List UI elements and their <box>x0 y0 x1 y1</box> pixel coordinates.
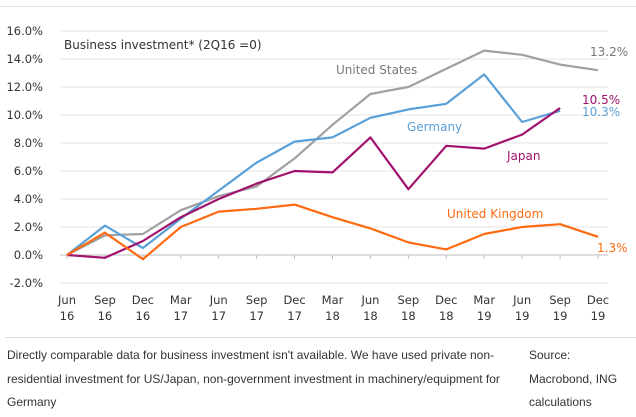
y-tick-label: -2.0% <box>10 276 43 290</box>
series-label-united-states: United States <box>336 63 417 77</box>
end-label-united-states: 13.2% <box>590 45 628 59</box>
end-label-united-kingdom: 1.3% <box>597 241 628 255</box>
x-tick-label: Dec <box>132 293 154 307</box>
y-tick-label: 14.0% <box>6 52 43 66</box>
x-tick-label: Sep <box>246 293 268 307</box>
y-tick-label: 8.0% <box>14 136 43 150</box>
series-line-united-states <box>66 49 599 256</box>
y-tick-label: 10.0% <box>6 108 43 122</box>
y-tick-label: 12.0% <box>6 80 43 94</box>
x-tick-label: Jun <box>57 293 76 307</box>
x-axis: Jun 16 Sep 16 Dec 16 Mar 17 Jun 17 Sep 17 Dec 17 Mar 18… <box>57 255 609 323</box>
x-tick-label: Jun <box>360 293 379 307</box>
gridlines <box>60 30 608 284</box>
x-tick-label: Dec <box>435 293 457 307</box>
series-lines <box>66 49 599 261</box>
x-tick-label: Jun <box>512 293 531 307</box>
end-label-japan: 10.5% <box>582 93 620 107</box>
y-axis: 16.0% 14.0% 12.0% 10.0% 8.0% 6.0% 4.0% 2.0% 0.0%… <box>6 24 43 290</box>
top-divider <box>0 6 636 7</box>
y-tick-label: 4.0% <box>14 192 43 206</box>
x-tick-label: Jun <box>209 293 228 307</box>
x-tick-label: Sep <box>94 293 116 307</box>
source-note: Source: Macrobond, ING calculations <box>529 348 618 409</box>
x-tick-label: 19 <box>553 309 568 323</box>
x-tick-label: 17 <box>211 309 226 323</box>
x-tick-label: Mar <box>170 293 192 307</box>
chart-title: Business investment* (2Q16 =0) <box>64 38 262 52</box>
line-chart: 16.0% 14.0% 12.0% 10.0% 8.0% 6.0% 4.0% 2.0% 0.0%… <box>6 24 628 323</box>
x-tick-label: 16 <box>98 309 113 323</box>
x-tick-label: 18 <box>363 309 378 323</box>
x-tick-label: 17 <box>173 309 188 323</box>
series-line-germany <box>66 73 561 256</box>
series-line-japan <box>66 107 561 259</box>
y-tick-label: 16.0% <box>6 24 43 38</box>
x-tick-label: Sep <box>398 293 420 307</box>
x-tick-label: Dec <box>587 293 609 307</box>
x-tick-label: Mar <box>322 293 344 307</box>
series-label-japan: Japan <box>506 149 540 163</box>
x-tick-label: Sep <box>549 293 571 307</box>
y-tick-label: 0.0% <box>14 248 43 262</box>
y-tick-label: 2.0% <box>14 220 43 234</box>
footer-divider <box>5 337 636 338</box>
x-tick-label: 18 <box>401 309 416 323</box>
x-tick-label: 19 <box>477 309 492 323</box>
x-tick-label: 17 <box>249 309 264 323</box>
end-label-germany: 10.3% <box>582 105 620 119</box>
x-tick-label: 17 <box>287 309 302 323</box>
x-tick-label: 18 <box>439 309 454 323</box>
x-tick-label: 19 <box>591 309 606 323</box>
x-tick-label: Mar <box>473 293 495 307</box>
x-tick-label: Dec <box>283 293 305 307</box>
series-label-germany: Germany <box>407 120 462 134</box>
y-tick-label: 6.0% <box>14 164 43 178</box>
series-label-united-kingdom: United Kingdom <box>447 207 543 221</box>
x-tick-label: 16 <box>136 309 151 323</box>
x-tick-label: 19 <box>515 309 530 323</box>
x-tick-label: 18 <box>325 309 340 323</box>
x-tick-label: 16 <box>60 309 75 323</box>
series-line-united-kingdom <box>66 203 599 261</box>
footnote: Directly comparable data for business in… <box>7 348 500 409</box>
